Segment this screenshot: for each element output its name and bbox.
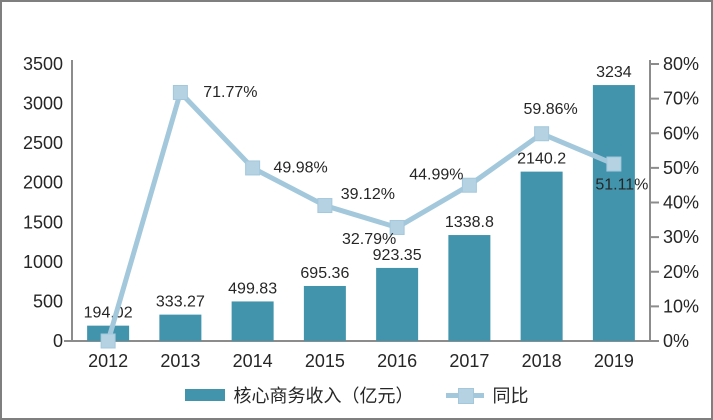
x-axis-category-label: 2012 xyxy=(88,351,128,371)
line-marker-2015 xyxy=(317,198,333,214)
bar-2014 xyxy=(231,301,274,341)
x-axis-category-label: 2018 xyxy=(522,351,562,371)
legend-label-line-series: 同比 xyxy=(492,386,529,406)
yoy-percent-label: 32.79% xyxy=(342,231,396,248)
yoy-percent-label: 51.11% xyxy=(595,177,648,194)
yoy-percent-label: 39.12% xyxy=(341,186,395,203)
legend-item-bar-series: 核心商务收入（亿元） xyxy=(184,382,414,408)
x-axis-category-label: 2016 xyxy=(377,351,417,371)
left-axis-tick-label: 500 xyxy=(33,291,63,311)
line-marker-2017 xyxy=(461,177,477,193)
line-swatch-marker xyxy=(457,388,474,404)
bar-value-label: 1338.8 xyxy=(445,214,494,231)
bar-2019 xyxy=(592,85,635,341)
legend-label-bar-series: 核心商务收入（亿元） xyxy=(233,386,414,406)
bar-2015 xyxy=(303,285,346,341)
bar-2016 xyxy=(376,267,419,341)
right-axis-tick-label: 30% xyxy=(663,227,699,247)
right-axis-tick-label: 40% xyxy=(663,193,699,213)
x-axis-category-label: 2013 xyxy=(160,351,200,371)
line-marker-2014 xyxy=(245,160,261,176)
yoy-percent-label: 49.98% xyxy=(273,159,327,176)
x-axis-category-label: 2019 xyxy=(594,351,634,371)
line-marker-2019 xyxy=(606,156,622,172)
line-series-swatch-icon xyxy=(445,388,484,404)
right-axis-tick-label: 0% xyxy=(663,331,689,351)
line-marker-2018 xyxy=(534,126,550,142)
line-marker-2013 xyxy=(172,84,188,100)
bar-2017 xyxy=(448,235,491,341)
yoy-line xyxy=(105,89,617,344)
line-marker-2016 xyxy=(389,219,405,235)
right-axis-tick-label: 80% xyxy=(663,54,699,74)
legend-item-line-series: 同比 xyxy=(445,382,529,408)
bar-value-label: 333.27 xyxy=(156,294,205,311)
bar-2013 xyxy=(159,314,202,341)
left-axis-tick-label: 1000 xyxy=(23,252,63,272)
yoy-percent-label: 44.99% xyxy=(409,167,463,184)
left-axis-tick-label: 2000 xyxy=(23,173,63,193)
x-axis-category-label: 2014 xyxy=(233,351,273,371)
left-axis-tick-label: 0 xyxy=(53,331,63,351)
bar-value-label: 923.35 xyxy=(373,247,422,264)
right-axis-tick-label: 60% xyxy=(663,123,699,143)
right-axis-tick-label: 10% xyxy=(663,296,699,316)
line-marker-2012 xyxy=(100,333,116,349)
right-axis-tick-label: 70% xyxy=(663,89,699,109)
left-axis-tick-label: 2500 xyxy=(23,133,63,153)
bar-value-label: 3234 xyxy=(596,64,632,81)
left-axis-tick-label: 3000 xyxy=(23,94,63,114)
bar-2018 xyxy=(520,171,563,341)
yoy-percent-label: 71.77% xyxy=(203,84,257,101)
bar-value-label: 499.83 xyxy=(228,280,277,297)
bar-value-label: 2140.2 xyxy=(517,151,566,168)
right-axis-tick-label: 50% xyxy=(663,158,699,178)
left-axis-tick-label: 1500 xyxy=(23,212,63,232)
x-axis-category-label: 2017 xyxy=(449,351,489,371)
left-axis-tick-label: 3500 xyxy=(23,54,63,74)
legend: 核心商务收入（亿元） 同比 xyxy=(2,382,711,408)
bar-value-label: 695.36 xyxy=(300,265,349,282)
x-axis-category-label: 2015 xyxy=(305,351,345,371)
yoy-percent-label: 59.86% xyxy=(523,101,577,118)
right-axis-tick-label: 20% xyxy=(663,262,699,282)
bar-series-swatch-icon xyxy=(184,389,225,401)
bar-value-label: 194.02 xyxy=(84,305,133,322)
